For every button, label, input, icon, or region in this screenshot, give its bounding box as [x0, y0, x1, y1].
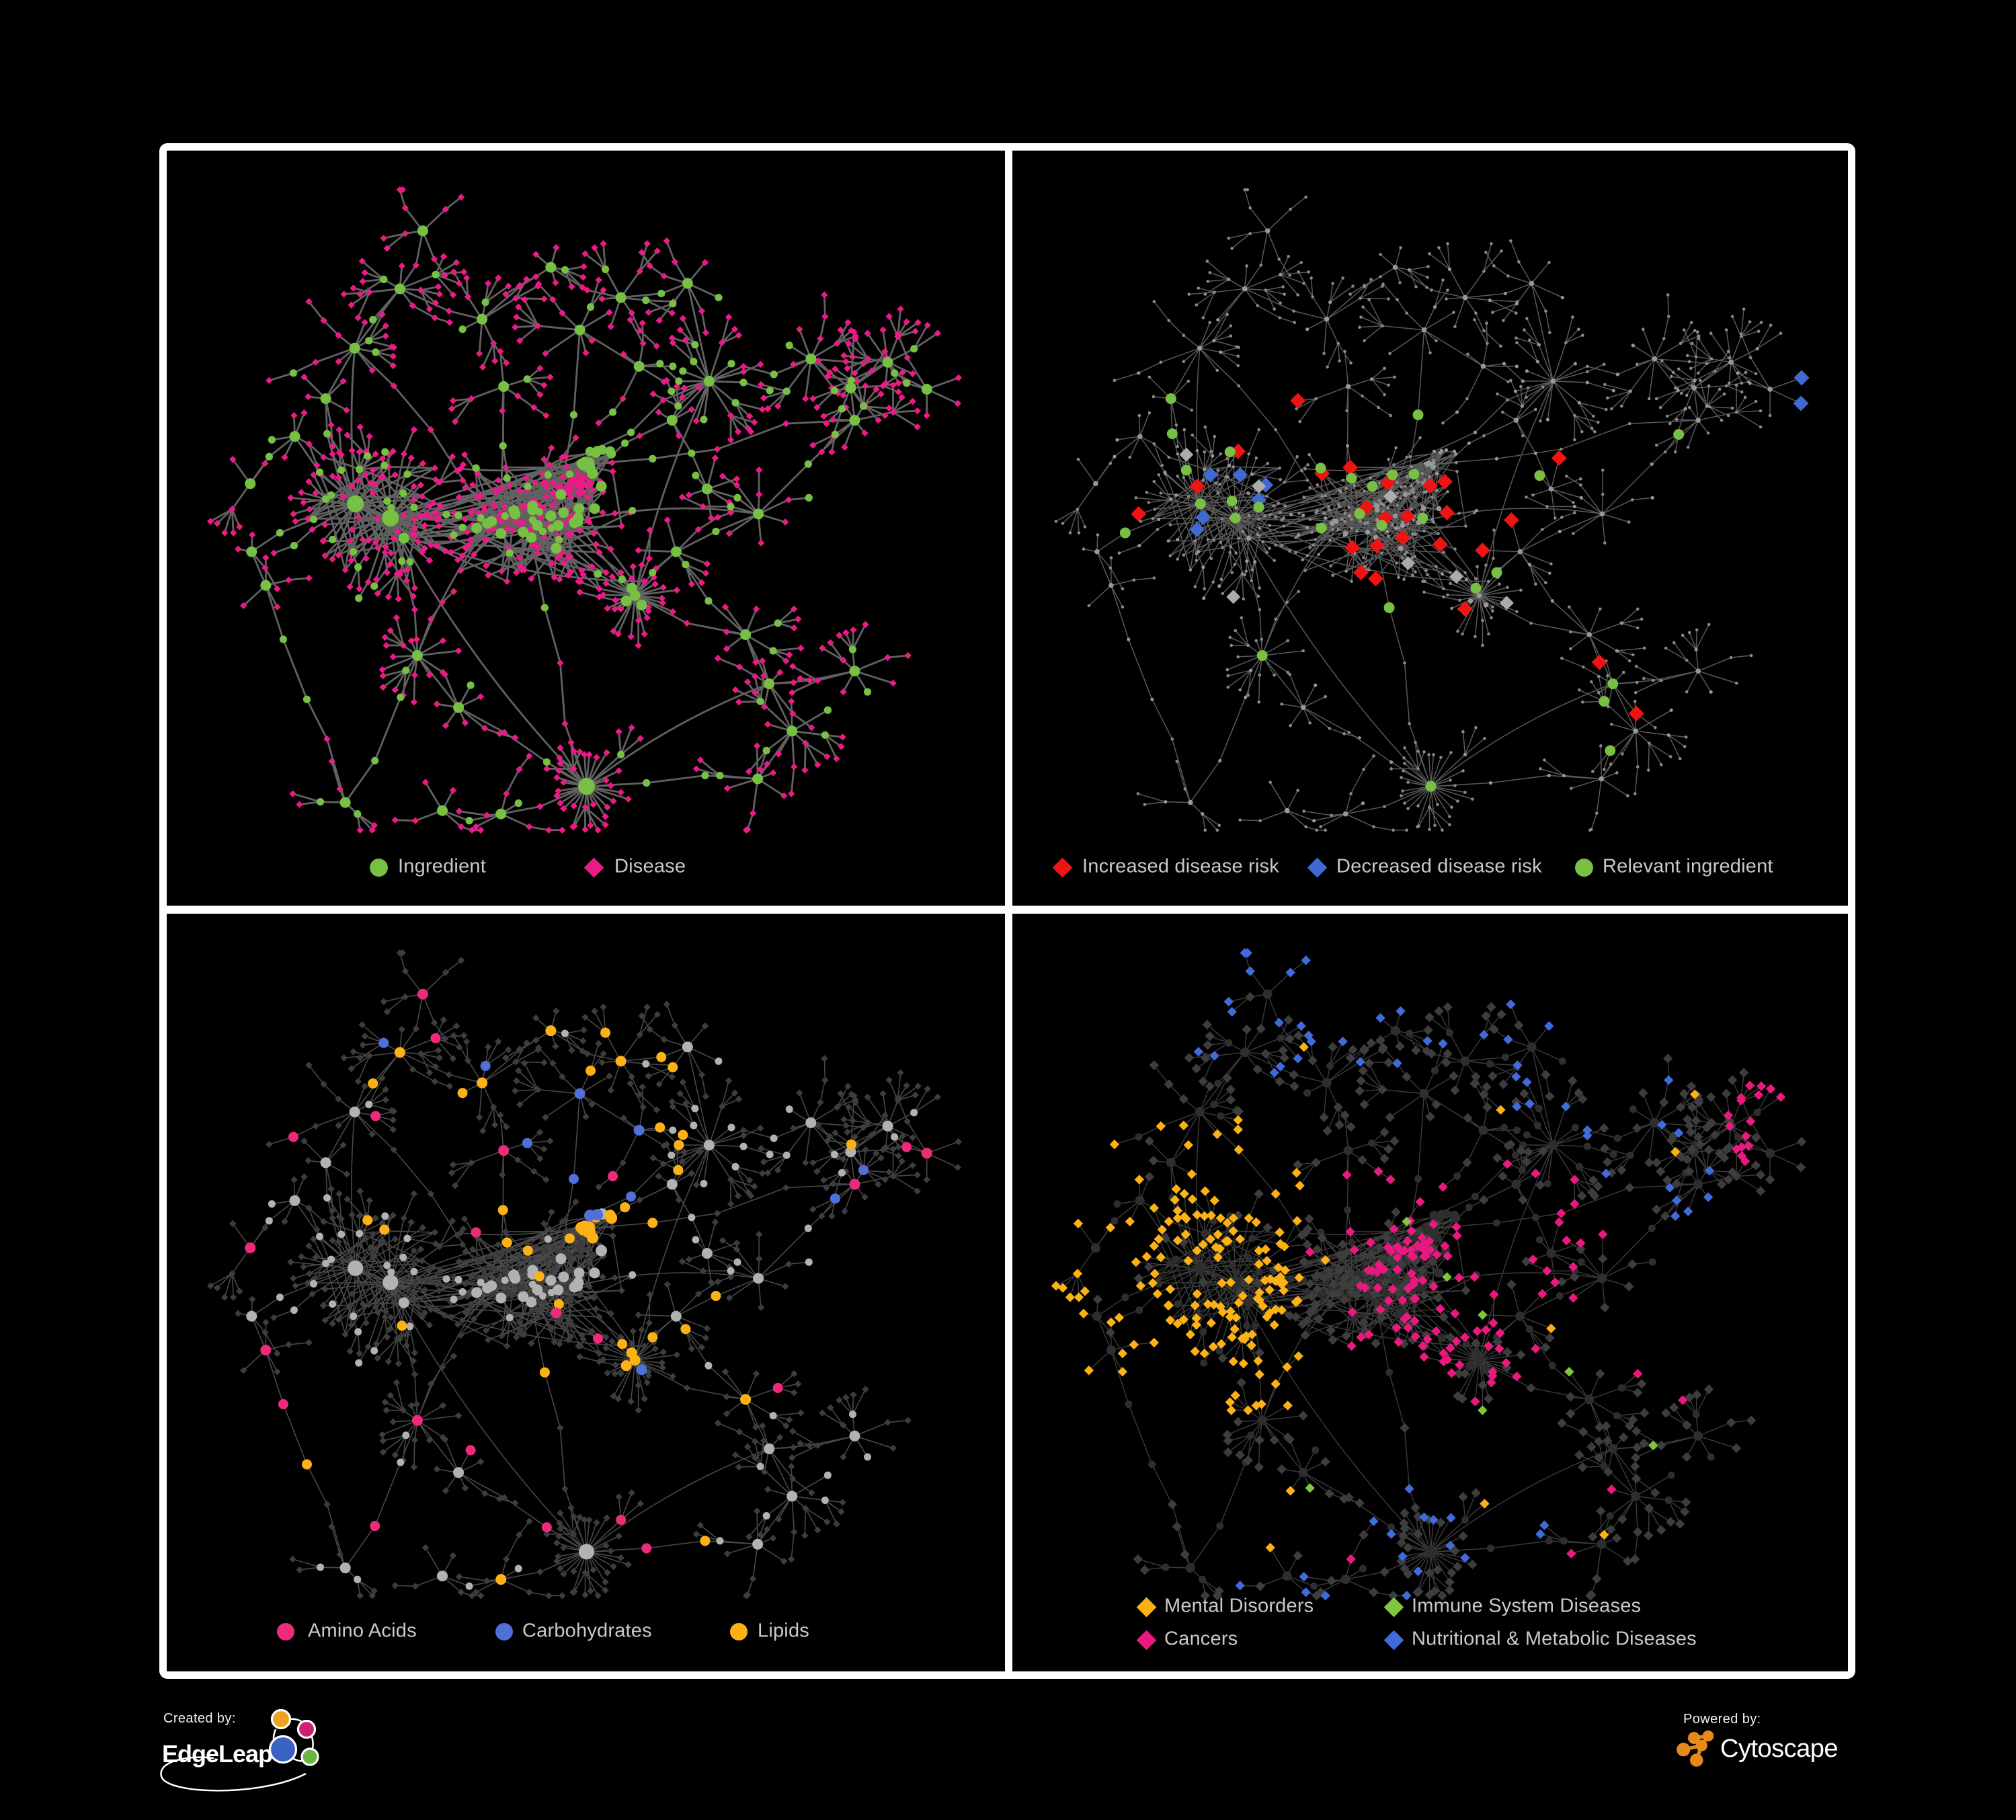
- svg-text:Cytoscape: Cytoscape: [1720, 1735, 1838, 1763]
- svg-text:EdgeLeap: EdgeLeap: [162, 1740, 272, 1768]
- svg-text:Created by:: Created by:: [163, 1711, 236, 1726]
- svg-text:Powered by:: Powered by:: [1683, 1712, 1761, 1727]
